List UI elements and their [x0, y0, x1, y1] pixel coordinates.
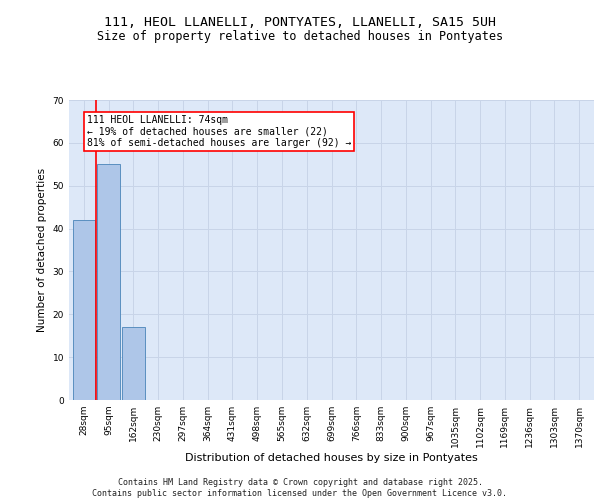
Text: Contains HM Land Registry data © Crown copyright and database right 2025.
Contai: Contains HM Land Registry data © Crown c… [92, 478, 508, 498]
X-axis label: Distribution of detached houses by size in Pontyates: Distribution of detached houses by size … [185, 452, 478, 462]
Text: Size of property relative to detached houses in Pontyates: Size of property relative to detached ho… [97, 30, 503, 43]
Bar [122, 327, 145, 400]
Text: 111, HEOL LLANELLI, PONTYATES, LLANELLI, SA15 5UH: 111, HEOL LLANELLI, PONTYATES, LLANELLI,… [104, 16, 496, 29]
Text: 111 HEOL LLANELLI: 74sqm
← 19% of detached houses are smaller (22)
81% of semi-d: 111 HEOL LLANELLI: 74sqm ← 19% of detach… [87, 115, 352, 148]
Bar [73, 220, 95, 400]
Y-axis label: Number of detached properties: Number of detached properties [37, 168, 47, 332]
Bar [97, 164, 120, 400]
